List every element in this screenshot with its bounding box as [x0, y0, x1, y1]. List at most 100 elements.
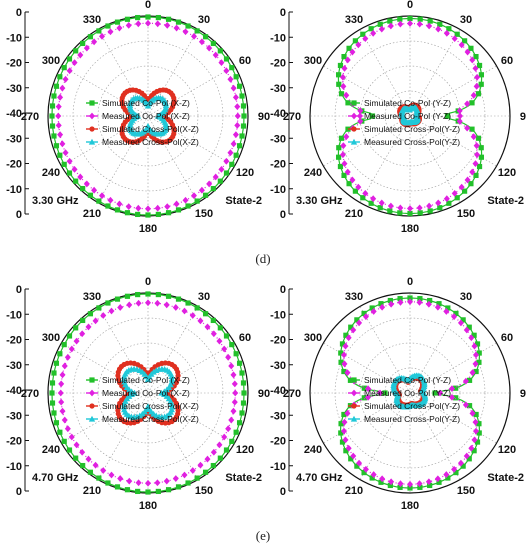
data-point [83, 44, 90, 52]
data-point [145, 205, 151, 213]
data-point [191, 32, 197, 40]
grid-spoke [323, 115, 411, 167]
data-point [458, 41, 465, 49]
data-point [80, 40, 86, 47]
data-point [437, 205, 443, 211]
data-point [232, 93, 239, 101]
polar-chart-4: 0 30 60 90 120 150 180 210 240 270 300 330 0 -10 -20 -3… [270, 276, 526, 512]
grid-spoke [147, 115, 235, 167]
data-point [362, 313, 369, 321]
data-point [87, 311, 94, 317]
data-point [340, 142, 347, 150]
data-point [51, 410, 57, 416]
data-point [239, 93, 245, 99]
data-point [49, 123, 56, 129]
data-point [407, 480, 413, 488]
data-point [407, 20, 413, 27]
data-point [62, 75, 69, 83]
legend-entry: Simulated Co-Pol (X-Z) [102, 98, 190, 108]
data-point [145, 299, 151, 307]
data-point [99, 32, 105, 40]
data-point [343, 332, 349, 338]
data-point [472, 427, 479, 435]
data-point [369, 113, 376, 119]
data-point [218, 59, 225, 67]
data-point [457, 459, 464, 467]
data-point [53, 143, 60, 149]
data-point [236, 83, 243, 89]
data-point [397, 16, 403, 22]
angle-label: 270 [283, 111, 301, 123]
db-tick-label: -30 [6, 410, 22, 422]
data-point [362, 190, 369, 197]
data-point [341, 65, 348, 72]
data-point [100, 312, 107, 319]
data-point [55, 103, 62, 111]
data-point [59, 407, 66, 415]
grid-spoke [323, 65, 411, 117]
data-point [145, 14, 151, 20]
data-point [468, 45, 474, 51]
db-tick-label: -10 [6, 32, 22, 44]
db-tick-label: -10 [6, 461, 22, 473]
data-point [61, 438, 67, 444]
db-tick-label: -10 [270, 32, 286, 44]
grid-spoke [61, 342, 149, 394]
data-point [230, 84, 237, 92]
row-label-e: (e) [256, 528, 270, 543]
data-point [55, 112, 62, 120]
data-point [458, 183, 465, 191]
data-point [473, 411, 479, 418]
data-point [71, 59, 78, 67]
data-point [348, 456, 354, 462]
data-point [125, 22, 132, 29]
db-tick-label: -10 [6, 184, 22, 196]
grid-spoke [147, 29, 199, 117]
data-point [96, 28, 102, 34]
angle-label: 60 [239, 55, 251, 67]
data-point [57, 74, 63, 80]
grid-spoke [97, 29, 149, 117]
data-point [230, 371, 237, 379]
data-point [57, 93, 64, 101]
data-point [405, 376, 413, 383]
data-point [338, 350, 344, 356]
frequency-label: 3.30 GHz [32, 195, 79, 207]
grid-spoke [97, 306, 149, 394]
data-point [462, 188, 468, 194]
grid-spoke [359, 392, 411, 480]
data-point [354, 317, 360, 323]
data-point [341, 53, 347, 60]
data-point [189, 312, 196, 319]
db-tick-label: -40 [6, 385, 22, 397]
grid-spoke [359, 115, 411, 203]
data-point [434, 475, 441, 483]
data-point [66, 333, 73, 339]
data-point [225, 425, 232, 433]
grid-spoke [409, 392, 497, 444]
series-2 [57, 299, 239, 487]
angle-label: 210 [83, 485, 101, 497]
data-point [472, 360, 479, 368]
data-point [77, 51, 84, 59]
data-point [236, 143, 243, 149]
db-tick-label: -40 [270, 108, 286, 120]
data-point [66, 170, 73, 176]
grid-spoke [409, 115, 497, 167]
data-point [370, 195, 377, 203]
data-point [360, 31, 366, 37]
data-point [185, 203, 191, 209]
data-point [182, 196, 189, 204]
data-point [416, 204, 423, 212]
data-point [49, 400, 56, 406]
legend-entry: Measured Co-Pol (Y-Z) [364, 111, 451, 121]
legend-entry: Measured Cross-Pol(X-Z) [102, 414, 199, 424]
data-point [191, 192, 197, 200]
state-label: State-2 [487, 472, 524, 484]
frequency-label: 4.70 GHz [296, 472, 343, 484]
data-point [341, 360, 348, 368]
data-point [355, 183, 362, 191]
grid-spoke [409, 115, 461, 203]
data-point [232, 131, 239, 139]
data-point [443, 471, 450, 478]
